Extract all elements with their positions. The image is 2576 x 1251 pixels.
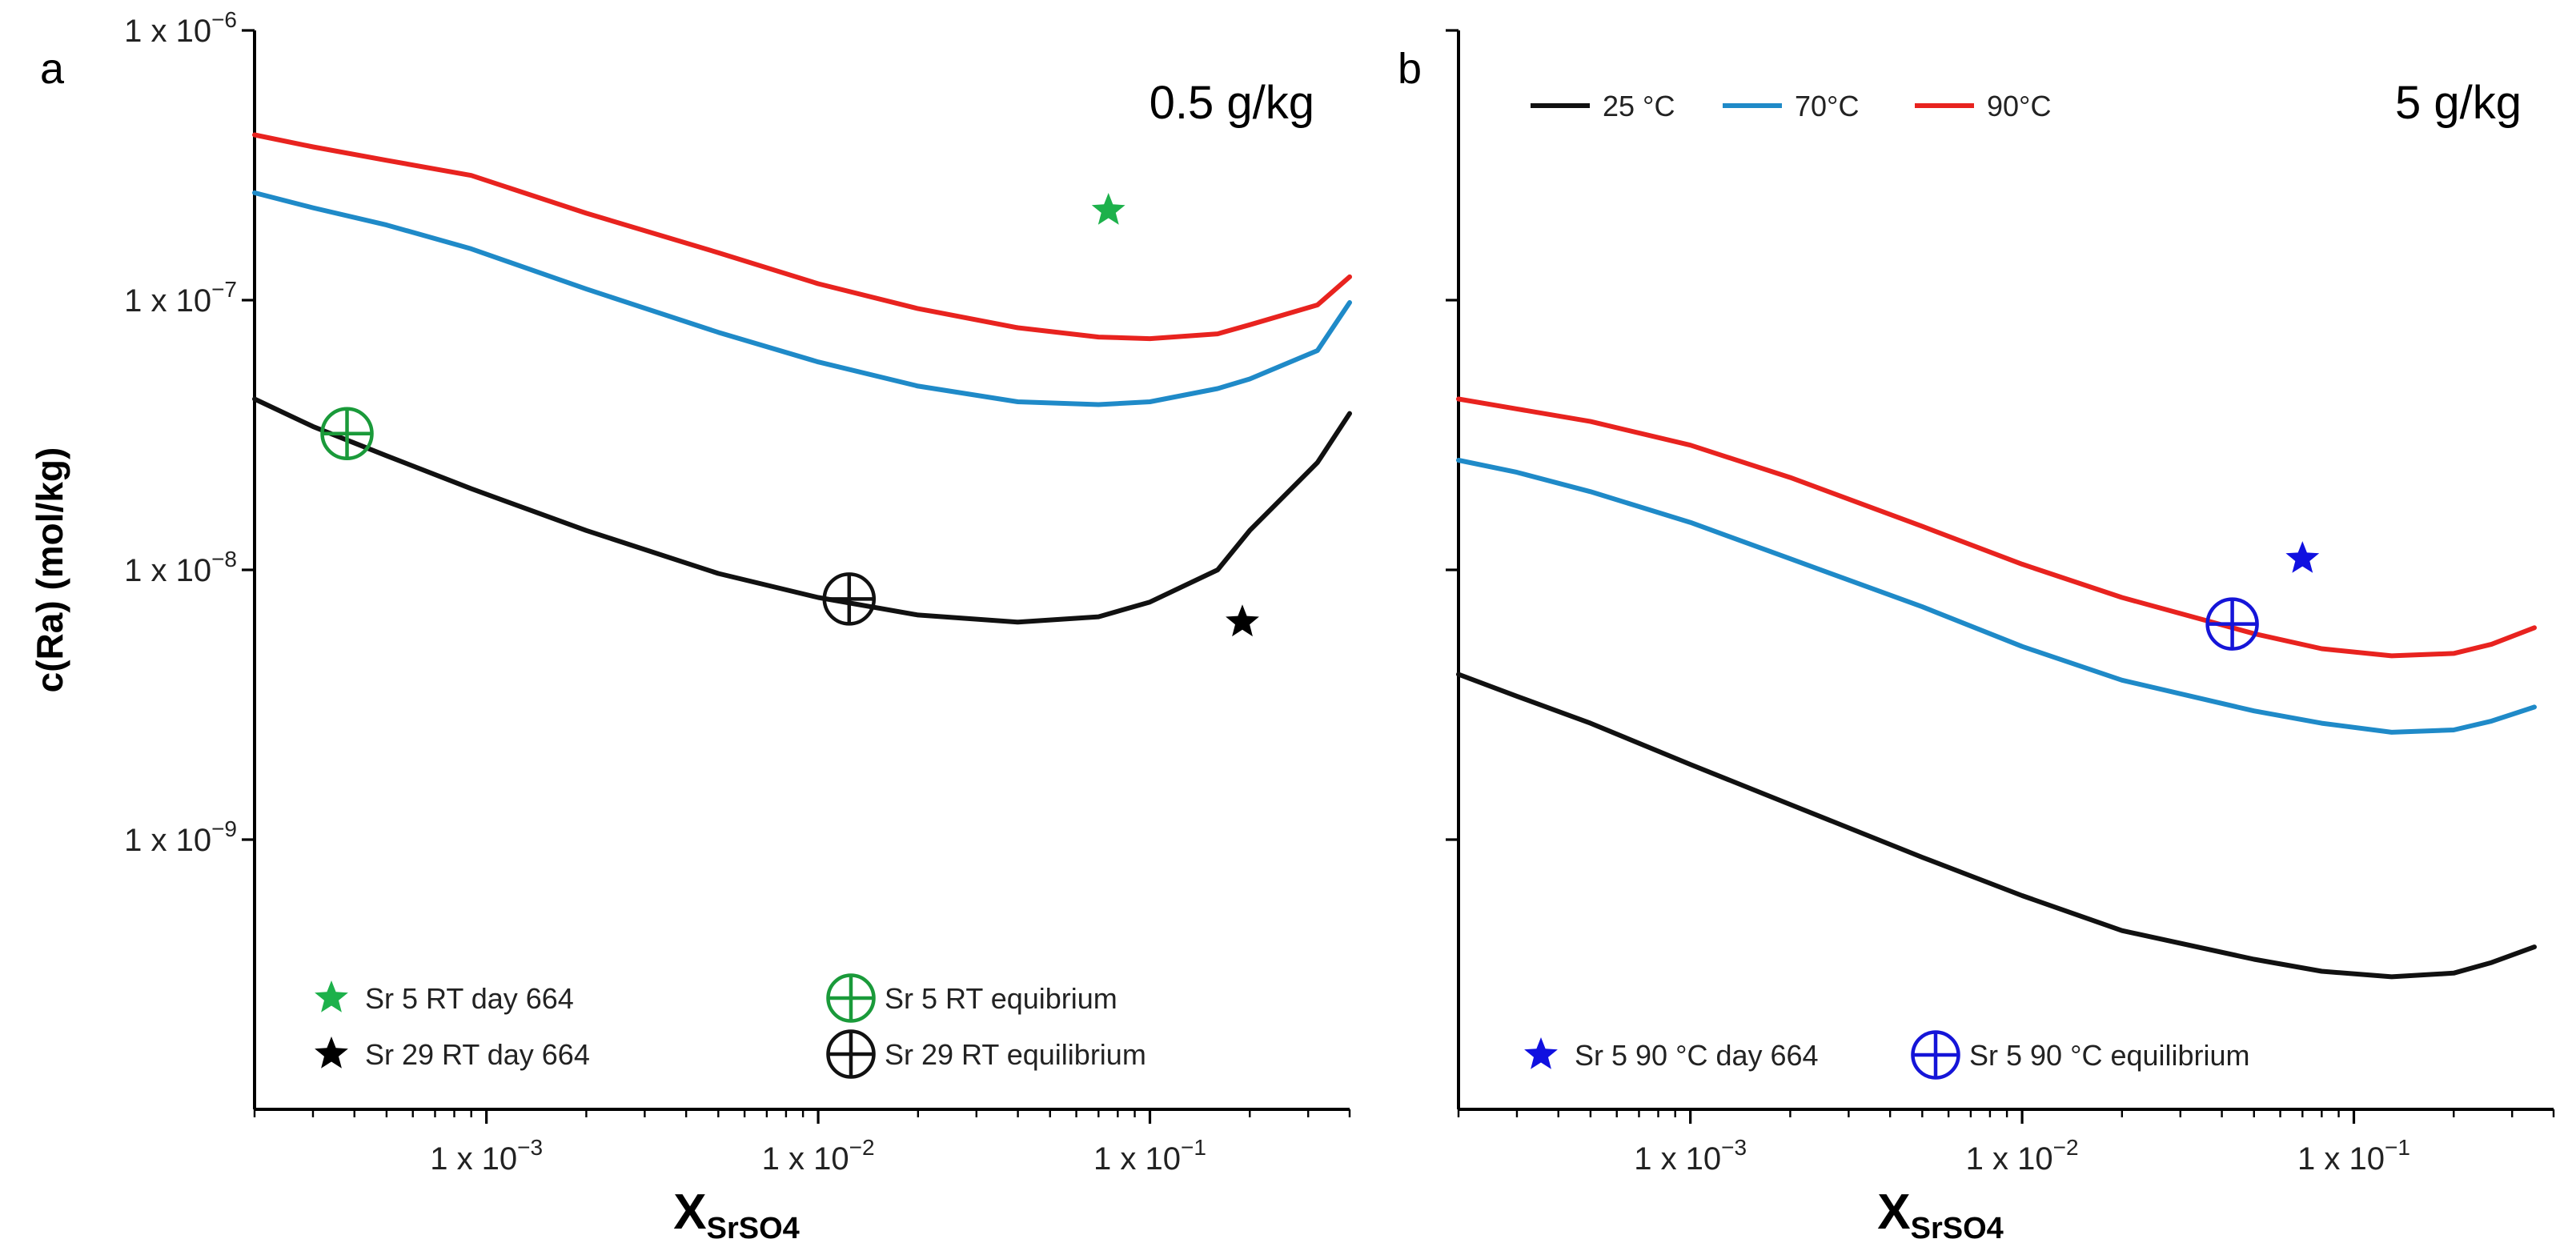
panel-letter: a xyxy=(40,45,65,93)
data-point-star xyxy=(1091,193,1125,225)
legend-marker xyxy=(315,1036,348,1069)
x-tick-label: 1 x 10−3 xyxy=(430,1135,543,1177)
concentration-annotation: 0.5 g/kg xyxy=(1150,77,1314,129)
x-tick-label: 1 x 10−1 xyxy=(1093,1135,1206,1177)
concentration-annotation: 5 g/kg xyxy=(2395,77,2522,129)
legend-marker xyxy=(1911,1030,1960,1080)
legend-label: 90°C xyxy=(1987,90,2051,122)
series-line-90c xyxy=(252,132,1352,342)
series-line-70c xyxy=(1456,458,2537,735)
panel-a: a 0.5 g/kg 1 x 10−6 1 x 10−7 1 x 10−8 1 x 10−… xyxy=(29,7,1352,1245)
legend-label: Sr 29 RT day 664 xyxy=(365,1038,590,1071)
legend-marker xyxy=(1524,1037,1558,1069)
legend-marker xyxy=(826,1029,876,1079)
legend-label: Sr 5 RT equibrium xyxy=(885,982,1117,1015)
data-point-star xyxy=(1226,604,1259,637)
y-tick-label: 1 x 10−8 xyxy=(124,547,237,588)
series-line-25c xyxy=(1456,672,2537,980)
legend-label: Sr 29 RT equilibrium xyxy=(885,1038,1146,1071)
data-point-star xyxy=(2285,541,2320,573)
x-axis-label: XSrSO4 xyxy=(1877,1185,2004,1245)
x-tick-label: 1 x 10−2 xyxy=(762,1135,875,1177)
y-tick-label: 1 x 10−7 xyxy=(124,277,237,319)
legend-marker xyxy=(826,973,876,1023)
series-line-25c xyxy=(252,396,1352,625)
y-axis-label: c(Ra) (mol/kg) xyxy=(29,447,70,693)
x-tick-label: 1 x 10−2 xyxy=(1966,1135,2079,1177)
panel-b: b 5 g/kg 1 x 10−3 1 x 10−2 1 x 10−1 XSrSO4 25 … xyxy=(1398,29,2555,1245)
legend-label: 25 °C xyxy=(1603,90,1675,122)
series-line-70c xyxy=(252,190,1352,407)
legend-label: Sr 5 90 °C equilibrium xyxy=(1969,1039,2250,1072)
data-point-equilibrium xyxy=(822,572,877,626)
legend-label: Sr 5 RT day 664 xyxy=(365,982,574,1015)
series-line-90c xyxy=(1456,396,2537,659)
legend-label: Sr 5 90 °C day 664 xyxy=(1575,1039,1819,1072)
y-tick-label: 1 x 10−9 xyxy=(124,816,237,858)
y-tick-label: 1 x 10−6 xyxy=(124,7,237,49)
data-point-equilibrium xyxy=(320,407,374,461)
data-point-equilibrium xyxy=(2205,597,2259,651)
x-tick-label: 1 x 10−3 xyxy=(1634,1135,1747,1177)
panel-letter: b xyxy=(1398,45,1422,93)
x-tick-label: 1 x 10−1 xyxy=(2297,1135,2410,1177)
legend-label: 70°C xyxy=(1795,90,1859,122)
legend-marker xyxy=(315,980,348,1012)
x-axis-label: XSrSO4 xyxy=(673,1185,800,1245)
